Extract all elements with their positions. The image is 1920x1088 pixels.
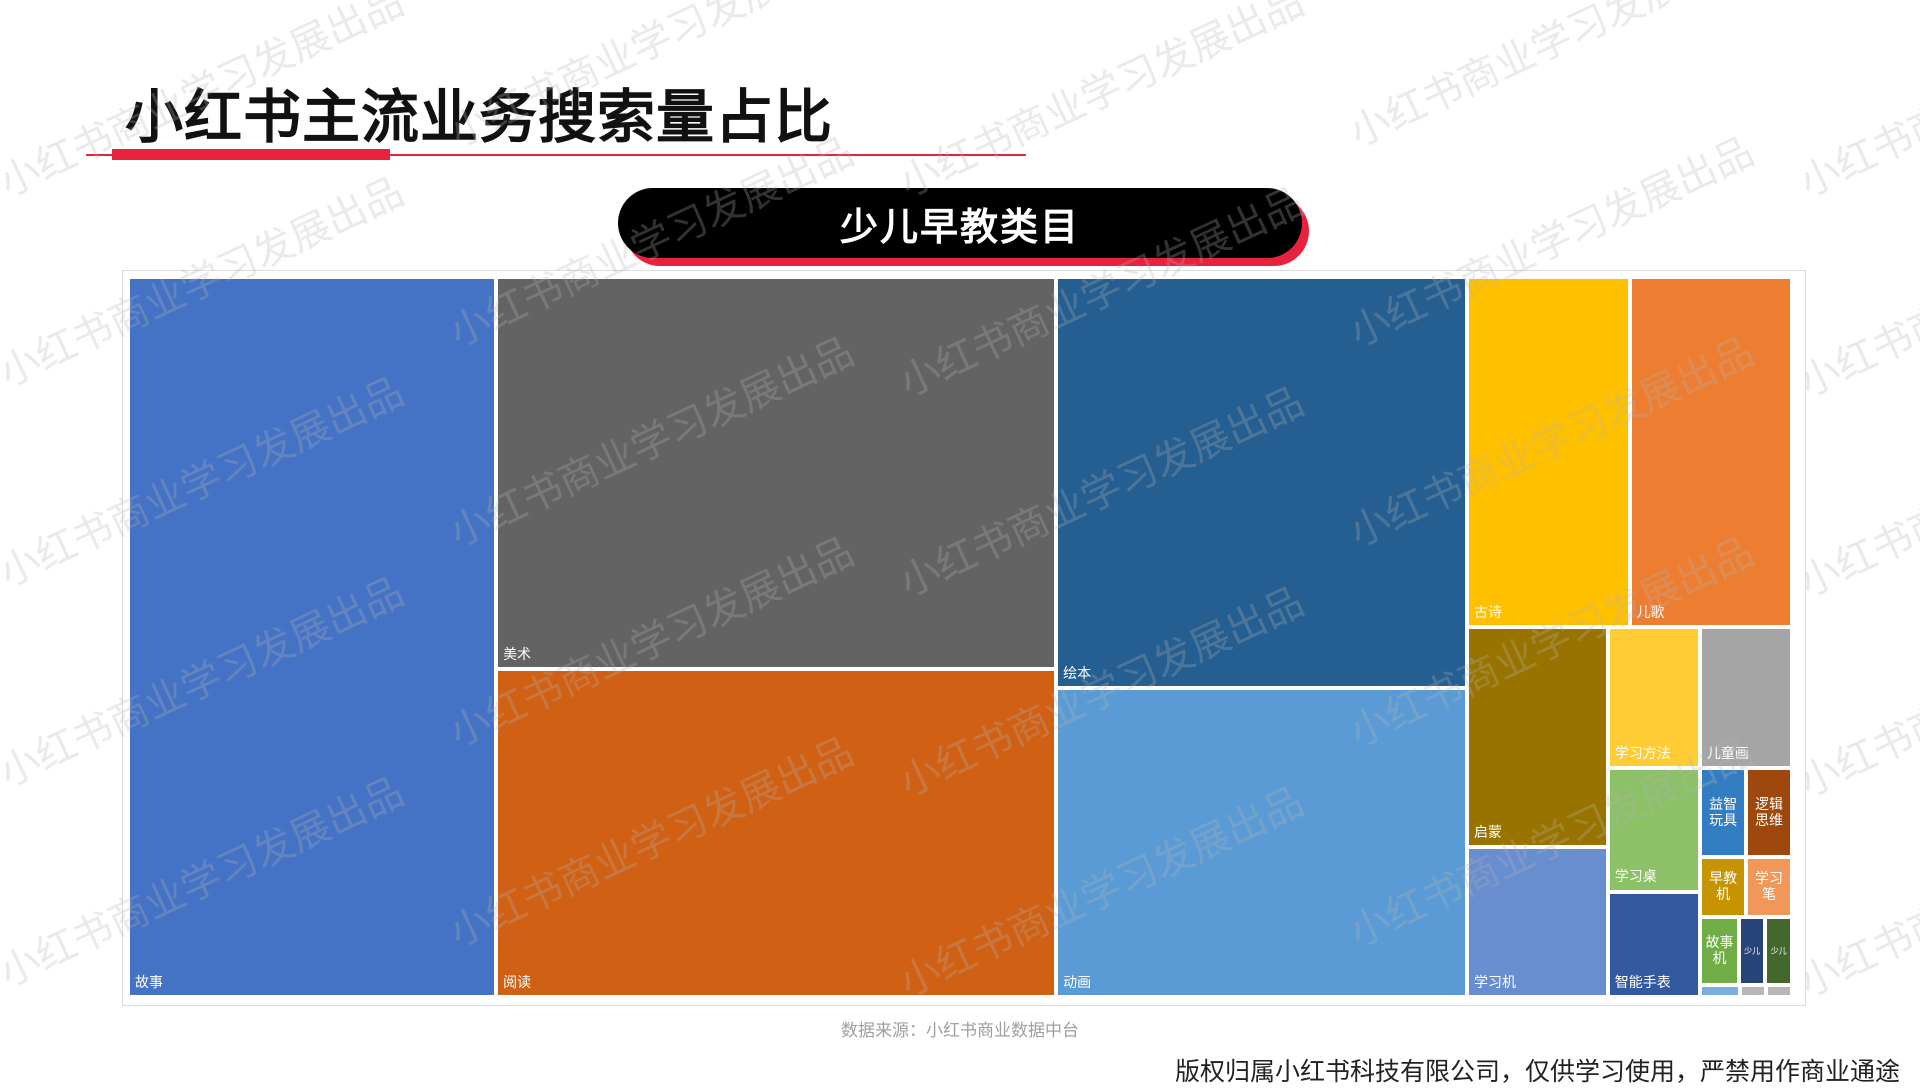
treemap-tile: 故事机 [1700,917,1739,985]
treemap-tile-label: 绘本 [1063,666,1092,683]
treemap-tile-label: 动画 [1063,974,1092,991]
treemap-tile: 学习桌 [1607,768,1701,892]
treemap-tile: 故事 [128,277,497,997]
title-underline [86,154,1026,156]
treemap-tile: 儿童画 [1699,627,1792,769]
watermark-text: 小红书商业学习发展出品 [892,0,1311,207]
page-title: 小红书主流业务搜索量占比 [125,83,834,151]
treemap-tile-label: 美术 [503,646,532,663]
treemap-tile-label: 逻辑思维 [1755,796,1784,829]
treemap-tile-label: 阅读 [503,974,532,991]
watermark-text: 小红书商业学习发展出品 [1792,578,1920,807]
treemap-tile: 学习笔 [1746,857,1792,918]
treemap-tile-label: 益智玩具 [1709,796,1738,829]
treemap-tile: 逻辑思维 [1746,768,1792,858]
treemap-tile-label: 古诗 [1474,605,1503,622]
treemap-tile-label: 早教机 [1709,871,1738,904]
treemap-tile-label: 儿歌 [1636,605,1665,622]
treemap-tile: 学习机 [1467,846,1608,997]
category-title: 少儿早教类目 [839,204,1080,249]
treemap-tile: 儿歌 [1629,277,1792,628]
treemap-tile: 少儿 [1738,917,1766,985]
category-pill: 少儿早教类目 [618,188,1302,258]
treemap-tile-label: 学习桌 [1614,869,1657,886]
treemap-tile [1700,984,1740,997]
title-accent-bar [112,149,390,160]
source-note: 数据来源：小红书商业数据中台 [841,1021,1079,1041]
treemap-tile [1739,984,1766,997]
treemap-chart: 故事 美术阅读 绘本动画 古诗 儿歌启蒙学习机 学习方法 儿童画学习桌智能手表 益智玩具 逻辑思… [128,277,1792,997]
treemap-tile-label: 少儿 [1744,946,1761,956]
copyright-note: 版权归属小红书科技有限公司，仅供学习使用，严禁用作商业通途 [1174,1057,1900,1086]
treemap-tile: 阅读 [496,668,1057,997]
treemap-tile: 益智玩具 [1700,768,1747,858]
watermark-text: 小红书商业学习发展出品 [1342,0,1761,157]
treemap-tile-label: 学习笔 [1755,871,1784,904]
treemap-tile-label: 儿童画 [1706,746,1749,763]
treemap-tile: 学习方法 [1607,627,1700,769]
treemap-tile: 启蒙 [1467,627,1608,847]
treemap-tile: 少儿 [1765,917,1792,985]
treemap-tile-label: 少儿 [1770,946,1787,956]
treemap-tile [1765,984,1792,997]
treemap-tile: 早教机 [1700,857,1747,918]
treemap-tile: 绘本 [1056,277,1468,689]
treemap-tile: 古诗 [1467,277,1630,628]
treemap-tile: 智能手表 [1607,891,1701,997]
treemap-tile: 动画 [1056,688,1468,997]
watermark-text: 小红书商业学习发展出品 [1792,778,1920,1007]
watermark-text: 小红书商业学习发展出品 [1792,378,1920,607]
treemap-tile-label: 故事机 [1705,934,1734,967]
treemap-tile-label: 故事 [135,974,163,991]
treemap-tile-label: 智能手表 [1614,974,1671,991]
treemap-tile-label: 学习机 [1474,974,1517,991]
treemap-tile-label: 学习方法 [1614,746,1671,763]
treemap-tile-label: 启蒙 [1474,824,1503,841]
watermark-text: 小红书商业学习发展出品 [1792,178,1920,407]
treemap-tile: 美术 [496,277,1057,669]
watermark-text: 小红书商业学习发展出品 [1792,0,1920,207]
